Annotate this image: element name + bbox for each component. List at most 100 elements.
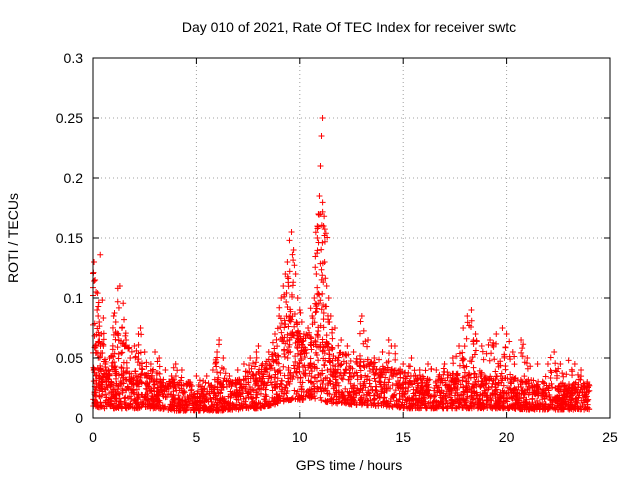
data-point [361,364,368,371]
data-point [320,279,327,286]
data-point [261,396,268,403]
data-point [380,365,387,372]
data-point [521,373,528,380]
data-point [95,299,102,306]
data-point [176,395,183,402]
data-point [160,383,167,390]
data-point [92,349,99,356]
data-point [185,379,192,385]
data-point [258,362,265,369]
data-point [278,320,285,327]
data-point [402,379,409,386]
data-point [307,394,314,401]
data-point [416,367,423,373]
data-point [378,369,385,376]
data-point [100,330,107,337]
data-point [297,394,304,401]
data-point [211,401,218,408]
data-point [138,365,145,372]
data-point [329,329,336,336]
data-point [586,406,593,413]
data-point [508,380,515,387]
data-point [563,371,570,378]
data-point [559,370,566,377]
data-point [285,397,292,404]
data-point [489,405,496,412]
plot-frame [92,57,611,419]
data-point [571,405,578,412]
data-point [175,401,182,408]
data-point [100,343,107,349]
data-point [307,365,314,372]
data-point [294,345,301,352]
data-point [473,338,480,345]
data-point [127,378,134,385]
data-point [320,310,327,317]
data-point [493,331,500,337]
data-point [111,310,118,317]
data-point [335,382,342,389]
data-point [319,115,326,121]
data-point [216,341,223,348]
data-point [396,379,403,386]
data-point [356,330,363,337]
data-point [547,374,554,381]
data-point [297,309,304,316]
data-point [318,246,325,253]
data-point [491,356,498,363]
data-point [449,375,456,382]
data-point [322,230,329,237]
data-point [547,401,554,408]
data-point [559,394,566,401]
data-point [480,356,487,363]
data-point [326,358,333,365]
data-point [162,367,169,373]
data-point [308,346,315,353]
data-point [91,369,98,376]
data-point [351,382,358,389]
data-point [558,405,565,412]
data-point [335,342,342,349]
data-point [327,359,334,366]
data-point [441,361,448,367]
data-point [287,348,294,355]
data-point [220,366,227,373]
data-point [509,387,516,394]
data-point [157,384,164,391]
data-point [107,395,114,402]
data-point [382,374,389,381]
data-point [322,357,329,364]
data-point [314,225,321,232]
data-point [102,364,109,371]
data-point [405,369,412,376]
data-point [302,393,309,400]
data-point [135,341,142,348]
data-point [284,331,291,338]
data-point [357,359,364,366]
x-tick-label: 0 [89,429,97,445]
data-point [105,367,112,374]
data-point [232,403,239,410]
data-point [305,325,312,331]
data-point [329,372,336,379]
data-point [506,405,513,412]
data-point [274,375,281,382]
data-point [495,380,502,387]
data-point [469,396,476,403]
data-point [356,352,363,359]
data-point [415,382,422,389]
data-point [348,374,355,381]
data-point [577,406,584,413]
data-point [236,380,243,387]
data-point [315,211,322,218]
data-point [497,373,504,380]
data-point [321,226,328,233]
data-point [480,400,487,407]
data-point [171,395,178,402]
data-point [325,355,332,362]
data-point [133,386,140,393]
data-point [364,343,371,350]
data-point [314,332,321,339]
data-point [318,306,325,313]
data-point [102,391,109,398]
